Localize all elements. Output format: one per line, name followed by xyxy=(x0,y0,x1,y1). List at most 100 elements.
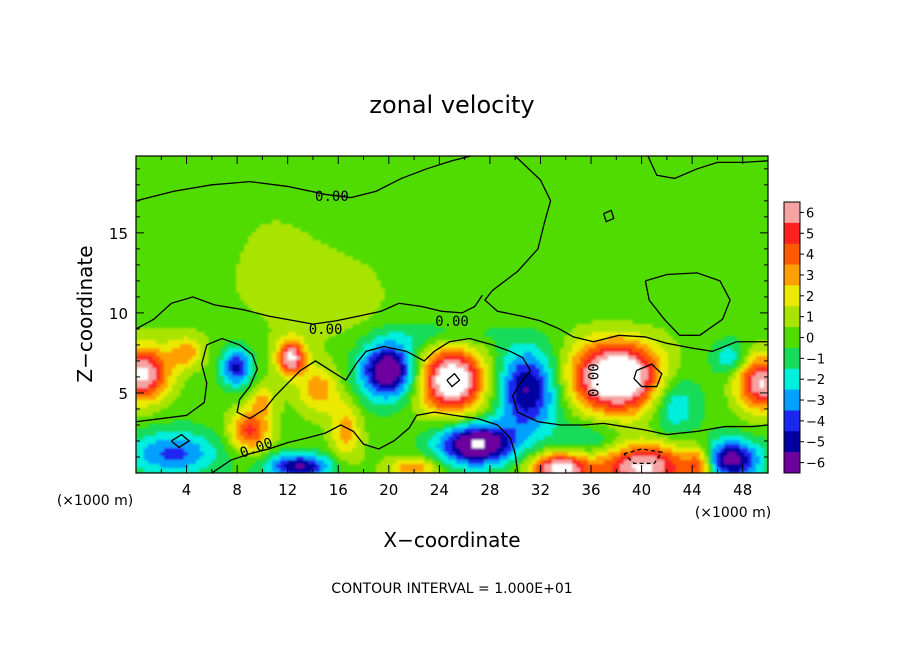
field-cell xyxy=(248,296,253,301)
field-cell xyxy=(332,380,337,385)
field-cell xyxy=(756,368,761,373)
field-cell xyxy=(172,464,177,469)
field-cell xyxy=(472,376,477,381)
field-cell xyxy=(340,384,345,389)
field-cell xyxy=(540,368,545,373)
field-cell xyxy=(364,284,369,289)
field-cell xyxy=(324,432,329,437)
field-cell xyxy=(644,412,649,417)
field-cell xyxy=(380,356,385,361)
field-cell xyxy=(372,328,377,333)
field-cell xyxy=(372,408,377,413)
field-cell xyxy=(668,356,673,361)
field-cell xyxy=(612,460,617,465)
field-cell xyxy=(628,384,633,389)
field-cell xyxy=(432,428,437,433)
field-cell xyxy=(156,376,161,381)
field-cell xyxy=(724,448,729,453)
field-cell xyxy=(632,344,637,349)
field-cell xyxy=(528,436,533,441)
field-cell xyxy=(604,444,609,449)
field-cell xyxy=(388,376,393,381)
field-cell xyxy=(468,424,473,429)
field-cell xyxy=(612,408,617,413)
field-cell xyxy=(644,420,649,425)
field-cell xyxy=(260,296,265,301)
field-cell xyxy=(616,412,621,417)
field-cell xyxy=(444,384,449,389)
field-cell xyxy=(556,408,561,413)
field-cell xyxy=(396,328,401,333)
field-cell xyxy=(220,352,225,357)
field-cell xyxy=(604,320,609,325)
field-cell xyxy=(240,288,245,293)
field-cell xyxy=(356,416,361,421)
field-cell xyxy=(764,356,768,361)
field-cell xyxy=(400,332,405,337)
field-cell xyxy=(472,408,477,413)
field-cell xyxy=(620,348,625,353)
field-cell xyxy=(748,432,753,437)
field-cell xyxy=(264,448,269,453)
field-cell xyxy=(496,456,501,461)
field-cell xyxy=(352,404,357,409)
field-cell xyxy=(288,448,293,453)
field-cell xyxy=(616,332,621,337)
field-cell xyxy=(536,352,541,357)
field-cell xyxy=(752,404,757,409)
field-cell xyxy=(592,400,597,405)
field-cell xyxy=(272,244,277,249)
field-cell xyxy=(764,408,768,413)
field-cell xyxy=(728,352,733,357)
field-cell xyxy=(168,432,173,437)
field-cell xyxy=(172,444,177,449)
field-cell xyxy=(508,424,513,429)
field-cell xyxy=(660,360,665,365)
field-cell xyxy=(676,392,681,397)
field-cell xyxy=(260,252,265,257)
field-cell xyxy=(756,400,761,405)
field-cell xyxy=(636,428,641,433)
field-cell xyxy=(516,452,521,457)
field-cell xyxy=(512,444,517,449)
field-cell xyxy=(460,384,465,389)
field-cell xyxy=(296,272,301,277)
field-cell xyxy=(160,376,165,381)
field-cell xyxy=(628,404,633,409)
field-cell xyxy=(268,440,273,445)
field-cell xyxy=(416,460,421,465)
field-cell xyxy=(520,452,525,457)
field-cell xyxy=(696,464,701,469)
field-cell xyxy=(320,400,325,405)
field-cell xyxy=(472,452,477,457)
field-cell xyxy=(716,432,721,437)
field-cell xyxy=(384,412,389,417)
field-cell xyxy=(472,440,477,445)
field-cell xyxy=(456,380,461,385)
field-cell xyxy=(316,388,321,393)
field-cell xyxy=(484,332,489,337)
field-cell xyxy=(584,356,589,361)
field-cell xyxy=(688,424,693,429)
field-cell xyxy=(240,264,245,269)
field-cell xyxy=(336,324,341,329)
field-cell xyxy=(188,336,193,341)
field-cell xyxy=(280,340,285,345)
field-cell xyxy=(296,308,301,313)
field-cell xyxy=(576,428,581,433)
field-cell xyxy=(232,428,237,433)
field-cell xyxy=(672,412,677,417)
field-cell xyxy=(580,448,585,453)
field-cell xyxy=(344,444,349,449)
field-cell xyxy=(568,432,573,437)
field-cell xyxy=(324,424,329,429)
field-cell xyxy=(348,292,353,297)
field-cell xyxy=(200,356,205,361)
field-cell xyxy=(716,344,721,349)
field-cell xyxy=(540,424,545,429)
field-cell xyxy=(700,460,705,465)
field-cell xyxy=(444,456,449,461)
field-cell xyxy=(616,456,621,461)
field-cell xyxy=(324,412,329,417)
field-cell xyxy=(272,404,277,409)
